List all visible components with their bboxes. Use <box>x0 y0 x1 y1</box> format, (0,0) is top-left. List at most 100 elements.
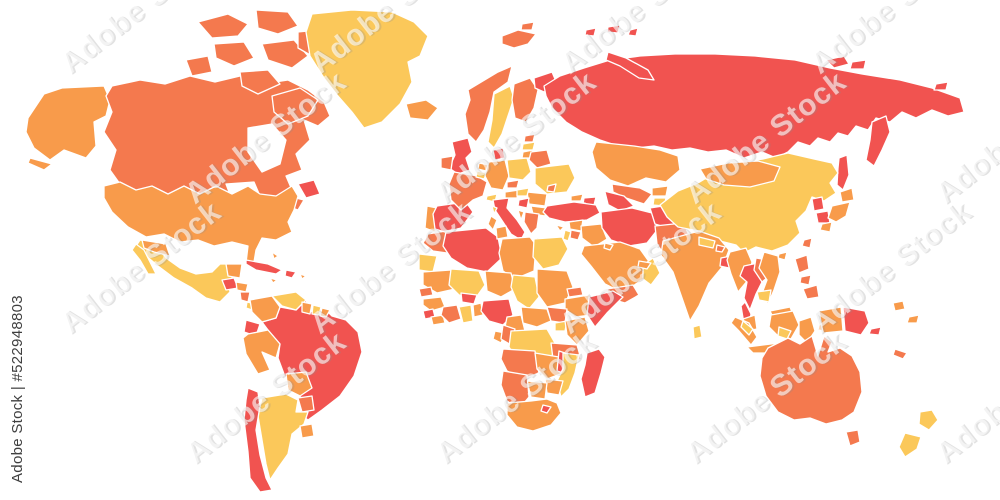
country-shape <box>460 292 478 305</box>
country-shape <box>311 304 322 316</box>
shape-new-zealand <box>918 409 939 431</box>
shape-usa <box>103 181 299 264</box>
country-shape <box>458 304 474 324</box>
country-shape <box>715 244 726 253</box>
country-shape <box>297 395 315 413</box>
country-shape <box>540 404 552 414</box>
country-shape <box>801 237 813 249</box>
country-shape <box>528 149 552 169</box>
country-shape <box>933 81 949 91</box>
country-shape <box>523 133 536 143</box>
shape-peru <box>242 329 281 375</box>
oceania <box>759 300 939 458</box>
country-shape <box>285 371 313 397</box>
country-shape <box>516 187 530 197</box>
country-shape <box>637 260 652 270</box>
country-shape <box>818 306 844 334</box>
country-shape <box>517 209 525 221</box>
shape-madagascar <box>580 348 606 398</box>
shape-mongolia <box>699 160 781 188</box>
shape-ukraine <box>534 163 576 195</box>
country-shape <box>319 307 331 318</box>
shape-papua-new-guinea <box>842 306 870 336</box>
country-shape <box>799 274 812 286</box>
shape-philippines <box>794 254 810 274</box>
country-shape <box>827 201 851 223</box>
country-shape <box>440 304 462 324</box>
shape-india <box>660 230 730 322</box>
shape-alaska <box>25 85 111 161</box>
shape-venezuela <box>271 291 307 311</box>
country-shape <box>892 300 906 312</box>
country-shape <box>819 221 833 233</box>
country-shape <box>651 185 669 197</box>
shape-argentina <box>257 393 309 481</box>
country-shape <box>422 296 446 312</box>
country-shape <box>520 306 552 328</box>
shape-germany <box>484 159 510 191</box>
shape-greenland <box>305 9 429 129</box>
shape-chad <box>510 274 540 310</box>
shape-japan <box>839 187 855 203</box>
hudson-bay <box>247 123 287 173</box>
country-shape <box>418 286 434 298</box>
country-shape <box>611 183 653 205</box>
shape-libya <box>498 236 537 280</box>
country-shape <box>698 236 716 249</box>
country-shape <box>197 13 249 39</box>
country-shape <box>555 224 565 232</box>
country-shape <box>269 277 278 284</box>
shape-egypt <box>532 236 569 270</box>
country-shape <box>546 183 557 193</box>
country-shape <box>141 239 171 257</box>
country-shape <box>777 251 788 261</box>
country-shape <box>239 291 251 303</box>
country-shape <box>271 251 279 260</box>
country-shape <box>740 320 754 336</box>
country-shape <box>562 229 572 242</box>
country-shape <box>569 229 582 241</box>
country-shape <box>261 39 309 69</box>
country-shape <box>605 51 655 81</box>
shape-sumatra <box>730 316 758 346</box>
shape-mozambique <box>556 352 580 398</box>
country-shape <box>892 348 908 360</box>
watermark-tile: Adobe Stock <box>929 325 1000 471</box>
shape-sweden <box>487 85 515 149</box>
country-shape <box>802 284 820 300</box>
country-shape <box>185 55 213 77</box>
country-shape <box>484 270 516 298</box>
country-shape <box>491 205 498 215</box>
shape-kamchatka <box>865 115 891 167</box>
shape-chile <box>243 387 273 493</box>
country-shape <box>225 263 243 279</box>
country-shape <box>603 242 614 251</box>
country-shape <box>825 55 850 69</box>
country-shape <box>520 21 535 31</box>
country-shape <box>566 286 584 298</box>
shape-norway <box>464 65 513 143</box>
shape-greece <box>523 211 540 235</box>
country-shape <box>255 9 299 35</box>
shape-tasmania <box>845 429 861 447</box>
country-shape <box>580 223 608 248</box>
country-shape <box>521 141 536 151</box>
country-shape <box>487 215 498 231</box>
country-shape <box>526 191 548 207</box>
shape-kazakhstan <box>591 141 681 187</box>
country-shape <box>430 314 446 326</box>
shape-sakhalin <box>836 154 850 191</box>
country-shape <box>868 326 882 336</box>
shape-finland <box>511 77 539 123</box>
shape-iran <box>600 207 659 247</box>
country-shape <box>534 352 564 380</box>
country-shape <box>504 189 520 199</box>
country-shape <box>131 243 157 275</box>
country-shape <box>811 196 825 212</box>
shape-kenya <box>564 316 590 346</box>
country-shape <box>517 197 530 209</box>
country-shape <box>570 193 584 202</box>
country-shape <box>472 302 484 318</box>
country-shape <box>756 289 772 303</box>
